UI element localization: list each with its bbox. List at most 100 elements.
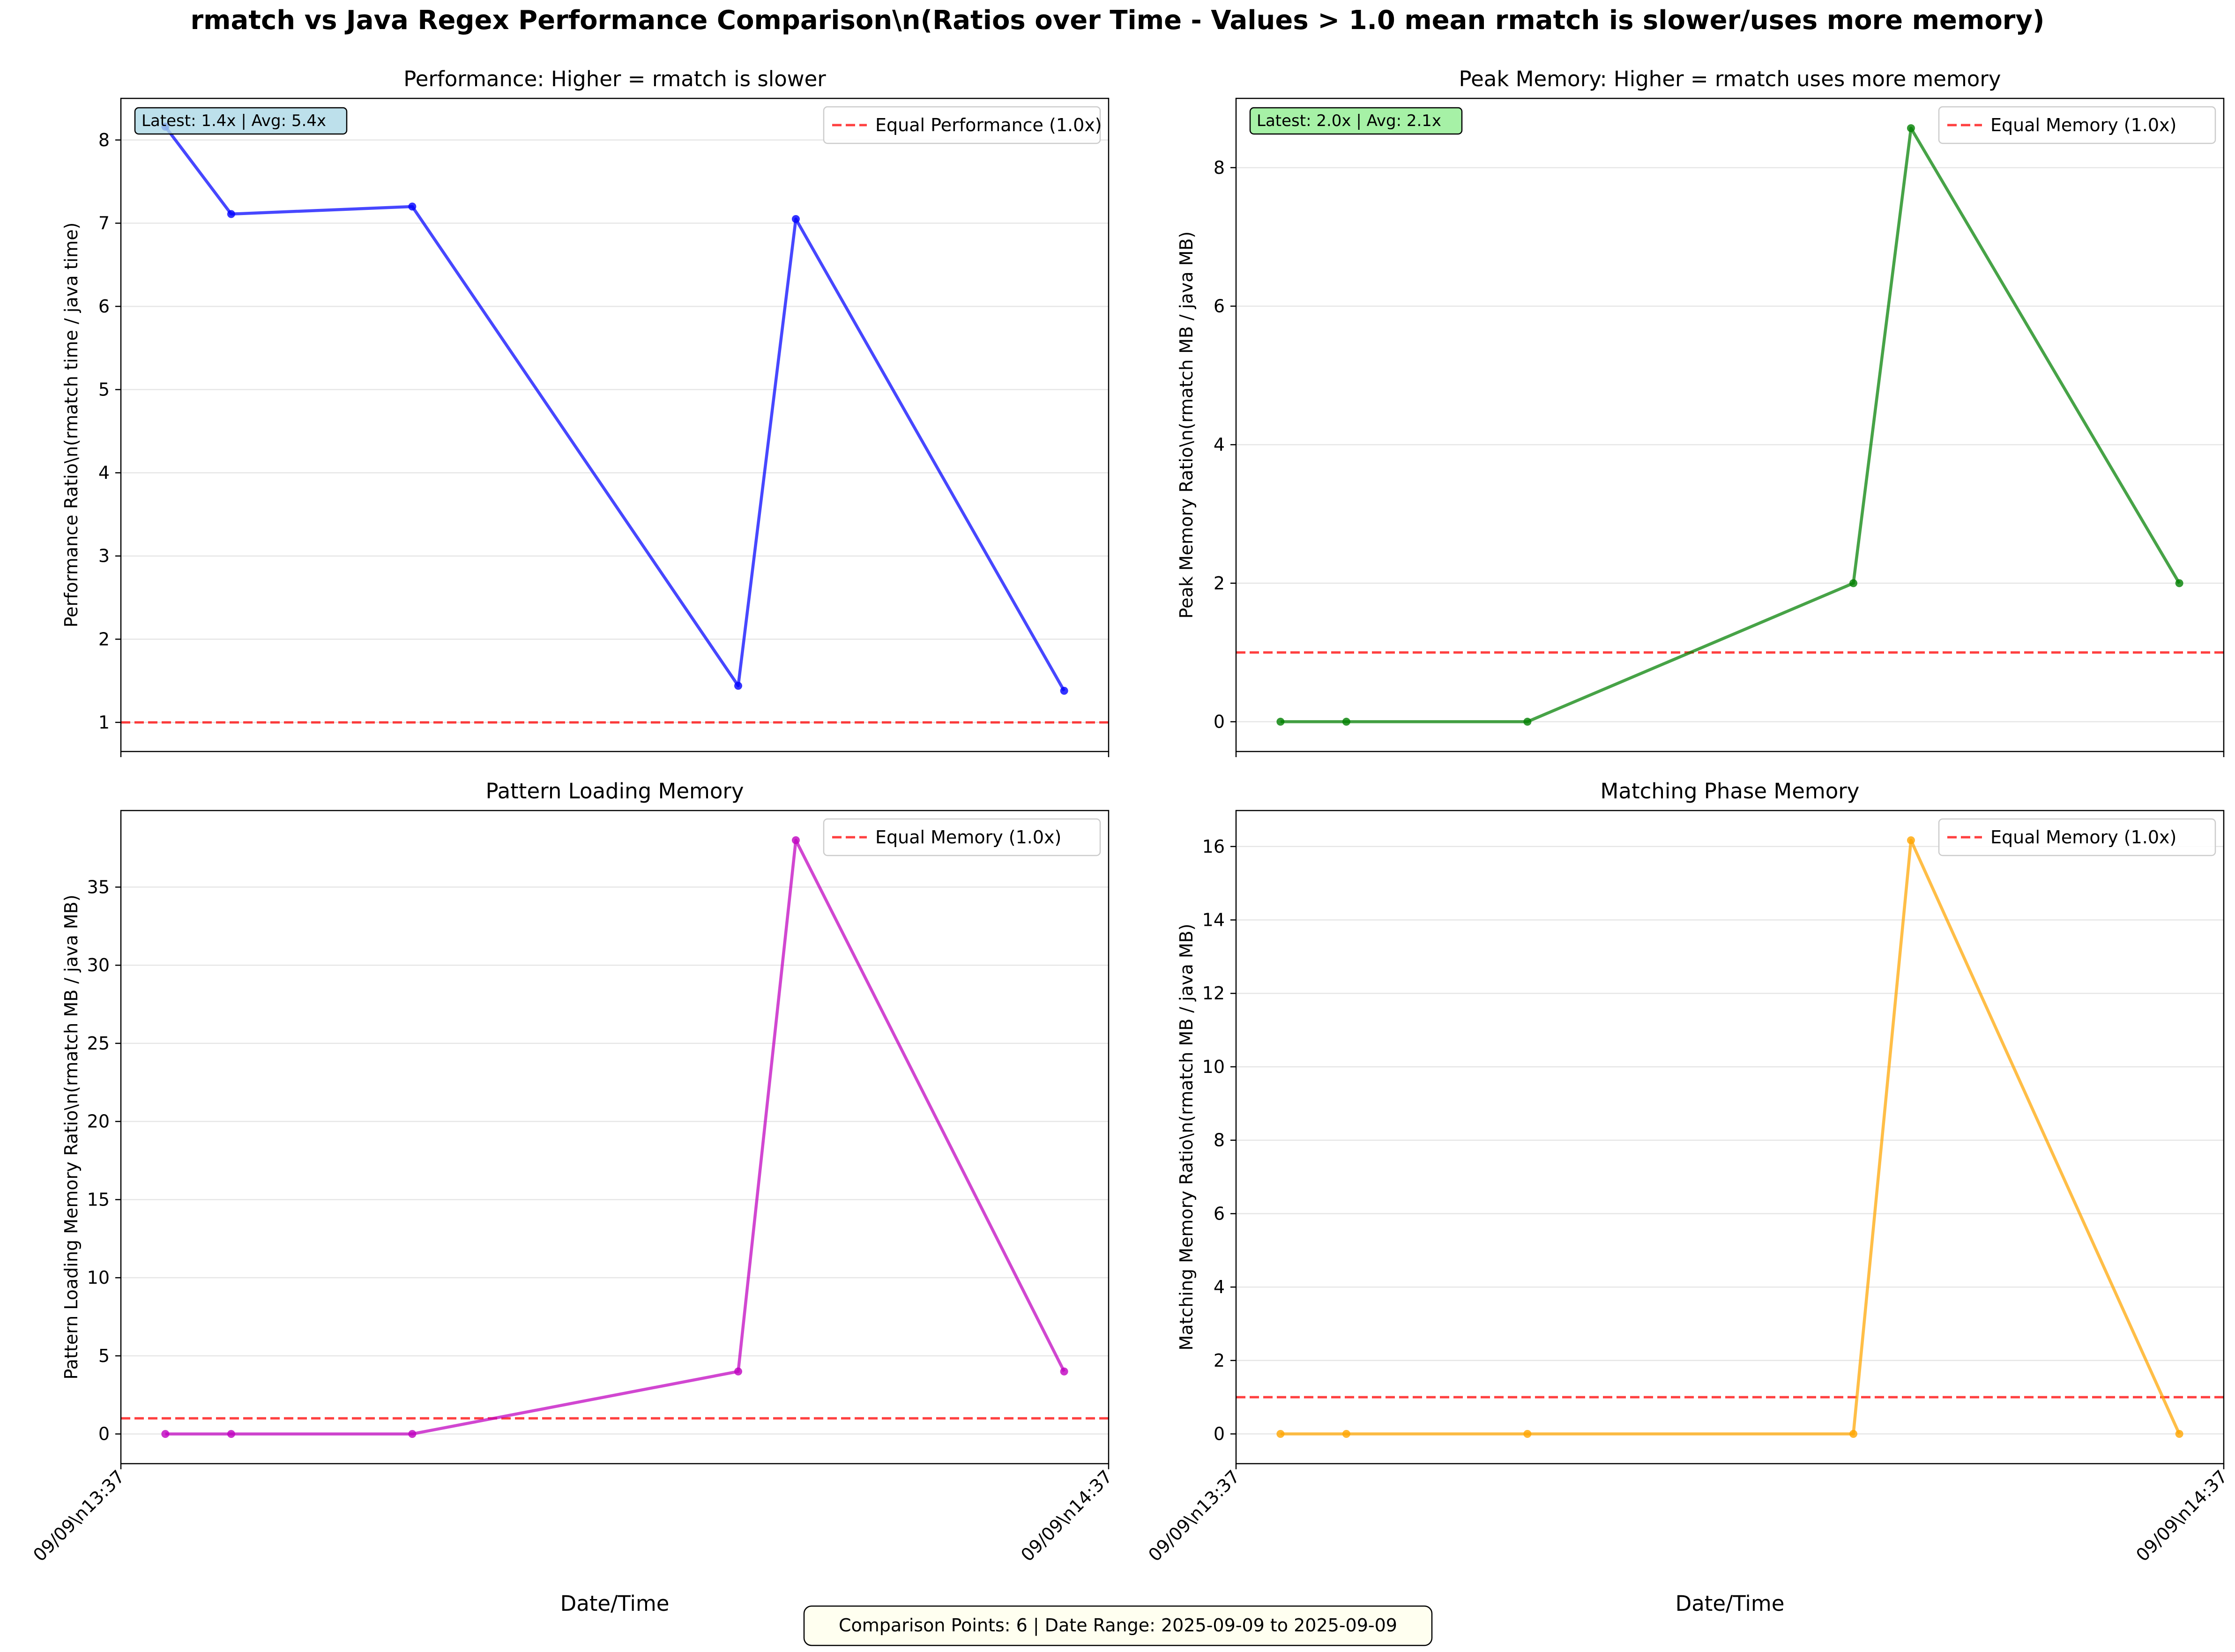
y-tick-label: 7	[98, 213, 110, 233]
x-tick-label: 09/09\n14:37	[1017, 1466, 1116, 1565]
summary-text: Comparison Points: 6 | Date Range: 2025-…	[839, 1615, 1397, 1636]
plot-frame	[120, 97, 1110, 752]
data-point	[791, 836, 800, 844]
data-point	[1523, 717, 1532, 726]
legend-label: Equal Memory (1.0x)	[1990, 115, 2176, 135]
y-tick-label: 10	[1202, 1057, 1225, 1077]
y-tick-label: 12	[1202, 983, 1225, 1004]
data-point	[1907, 836, 1915, 844]
y-axis-label: Matching Memory Ratio\n(rmatch MB / java…	[1176, 923, 1197, 1350]
data-point	[1849, 1430, 1857, 1438]
stats-box-frame	[134, 107, 348, 135]
y-tick-label: 15	[87, 1189, 110, 1210]
data-point	[1276, 717, 1285, 726]
data-point	[161, 1430, 170, 1438]
y-tick-label: 0	[98, 1424, 110, 1444]
stats-box-frame	[1249, 107, 1463, 135]
panel-title: Pattern Loading Memory	[485, 779, 744, 804]
y-tick-label: 5	[98, 380, 110, 400]
x-tick-label: 09/09\n13:37	[29, 1466, 128, 1565]
y-tick-label: 2	[1214, 1350, 1225, 1371]
data-point	[1523, 1430, 1532, 1438]
legend-frame	[1938, 818, 2216, 856]
legend-label: Equal Memory (1.0x)	[1990, 827, 2176, 848]
data-point	[408, 202, 417, 211]
chart-panel-1: 1 2 3 4 5 6 7 8 Performance: Higher = rmatch is …	[61, 67, 1110, 757]
stats-box-text: Latest: 2.0x | Avg: 2.1x	[1257, 112, 1441, 130]
panel-title: Performance: Higher = rmatch is slower	[403, 67, 826, 91]
chart-panel-4: 0 2 4 6 8 10 12 14 16 09/09\n13:37 09/09\n14:37 Mat…	[1144, 779, 2231, 1616]
data-point	[408, 1430, 417, 1438]
legend-label: Equal Memory (1.0x)	[875, 827, 1061, 848]
y-tick-label: 1	[98, 712, 110, 733]
data-point	[1907, 124, 1915, 133]
y-tick-label: 10	[87, 1267, 110, 1288]
x-axis-label: Date/Time	[1676, 1591, 1785, 1616]
y-tick-label: 0	[1214, 1424, 1225, 1444]
y-tick-label: 8	[1214, 1130, 1225, 1151]
y-tick-label: 6	[1214, 1203, 1225, 1224]
y-tick-label: 4	[1214, 1277, 1225, 1297]
chart-panel-3: 0 5 10 15 20 25 30 35 09/09\n13:37 09/09\n14:37 Pa…	[29, 779, 1116, 1616]
legend: Equal Memory (1.0x)	[1938, 106, 2216, 144]
x-tick-label: 09/09\n13:37	[1144, 1466, 1244, 1565]
y-tick-label: 25	[87, 1033, 110, 1054]
x-axis-label: Date/Time	[560, 1591, 670, 1616]
y-tick-label: 20	[87, 1111, 110, 1132]
legend: Equal Memory (1.0x)	[823, 818, 1101, 856]
y-axis-label: Peak Memory Ratio\n(rmatch MB / java MB)	[1176, 231, 1197, 619]
y-tick-label: 5	[98, 1346, 110, 1366]
stats-box-text: Latest: 1.4x | Avg: 5.4x	[142, 112, 326, 130]
legend-frame	[823, 106, 1101, 144]
y-axis-label: Performance Ratio\n(rmatch time / java t…	[61, 223, 82, 628]
figure-title: rmatch vs Java Regex Performance Compari…	[190, 5, 2044, 36]
y-tick-label: 6	[98, 296, 110, 317]
y-axis-label: Pattern Loading Memory Ratio\n(rmatch MB…	[61, 894, 82, 1379]
plot-frame	[1235, 810, 2225, 1465]
stats-box: Latest: 1.4x | Avg: 5.4x	[134, 107, 348, 135]
summary-box: Comparison Points: 6 | Date Range: 2025-…	[803, 1605, 1433, 1646]
legend: Equal Performance (1.0x)	[823, 106, 1102, 144]
stats-box: Latest: 2.0x | Avg: 2.1x	[1249, 107, 1463, 135]
data-point	[1060, 1367, 1068, 1376]
y-tick-label: 6	[1214, 296, 1225, 316]
chart-panel-2: 0 2 4 6 8 Peak Memory: Higher = rmatch uses m…	[1176, 67, 2225, 757]
data-point	[791, 215, 800, 223]
data-point	[1342, 717, 1350, 726]
y-tick-label: 4	[98, 462, 110, 483]
y-tick-label: 4	[1214, 434, 1225, 455]
x-tick-label: 09/09\n14:37	[2132, 1466, 2231, 1565]
plot-frame	[1235, 97, 2225, 752]
legend-frame	[823, 818, 1101, 856]
data-point	[227, 210, 235, 218]
data-point	[2175, 579, 2183, 588]
legend-frame	[1938, 106, 2216, 144]
y-tick-label: 3	[98, 546, 110, 566]
data-point	[2175, 1430, 2183, 1438]
series-line	[164, 126, 1065, 692]
y-tick-label: 14	[1202, 910, 1225, 930]
y-tick-label: 2	[1214, 573, 1225, 594]
y-tick-label: 0	[1214, 711, 1225, 732]
data-point	[734, 1367, 742, 1376]
legend: Equal Memory (1.0x)	[1938, 818, 2216, 856]
y-tick-label: 8	[1214, 157, 1225, 178]
y-tick-label: 16	[1202, 836, 1225, 857]
plot-frame	[120, 810, 1110, 1465]
data-point	[1060, 686, 1068, 695]
panel-title: Peak Memory: Higher = rmatch uses more m…	[1459, 67, 2001, 91]
data-point	[1342, 1430, 1350, 1438]
series-line	[1280, 127, 2181, 723]
data-point	[227, 1430, 235, 1438]
series-line	[165, 839, 1066, 1436]
data-point	[734, 682, 742, 690]
panel-title: Matching Phase Memory	[1601, 779, 1860, 804]
data-point	[1849, 579, 1857, 588]
legend-label: Equal Performance (1.0x)	[875, 115, 1102, 135]
y-tick-label: 35	[87, 877, 110, 897]
y-tick-label: 2	[98, 629, 110, 649]
data-point	[1276, 1430, 1285, 1438]
y-tick-label: 30	[87, 955, 110, 975]
y-tick-label: 8	[98, 130, 110, 150]
